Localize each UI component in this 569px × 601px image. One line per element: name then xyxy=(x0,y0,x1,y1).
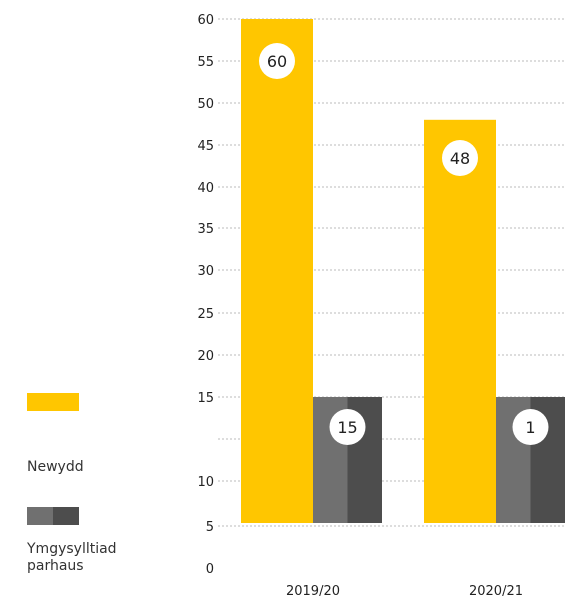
y-tick-label: 50 xyxy=(197,97,214,112)
y-tick-label: 60 xyxy=(197,13,214,28)
legend-swatch-newydd xyxy=(27,393,79,411)
legend-swatch-ymgysylltiad-parhaus xyxy=(27,507,79,525)
x-tick-label: 2019/20 xyxy=(286,584,340,599)
x-tick-label: 2020/21 xyxy=(469,584,523,599)
data-label-ymgysylltiad-parhaus: 1 xyxy=(525,418,535,437)
y-tick-label: 55 xyxy=(197,55,214,70)
y-tick-label: 20 xyxy=(197,349,214,364)
data-label-newydd: 48 xyxy=(450,149,470,168)
legend-label-ymgysylltiad-parhaus: Ymgysylltiad parhaus xyxy=(27,541,117,574)
data-label-bubble xyxy=(329,409,366,445)
data-label-bubble xyxy=(442,140,478,176)
y-tick-label: 25 xyxy=(197,307,214,322)
y-tick-label: 0 xyxy=(206,562,214,577)
data-label-ymgysylltiad-parhaus: 15 xyxy=(337,418,357,437)
y-tick-label: 10 xyxy=(197,475,214,490)
y-tick-label: 30 xyxy=(197,264,214,279)
bar-newydd xyxy=(424,119,496,524)
y-tick-label: 45 xyxy=(197,139,214,154)
y-tick-label: 35 xyxy=(197,222,214,237)
y-tick-label: 40 xyxy=(197,181,214,196)
data-label-bubble xyxy=(259,43,295,79)
bar-newydd xyxy=(241,19,313,523)
y-tick-label: 15 xyxy=(197,391,214,406)
legend-label-newydd: Newydd xyxy=(27,459,84,475)
data-label-bubble xyxy=(512,409,549,445)
y-tick-label: 5 xyxy=(206,520,214,535)
data-label-newydd: 60 xyxy=(267,52,287,71)
